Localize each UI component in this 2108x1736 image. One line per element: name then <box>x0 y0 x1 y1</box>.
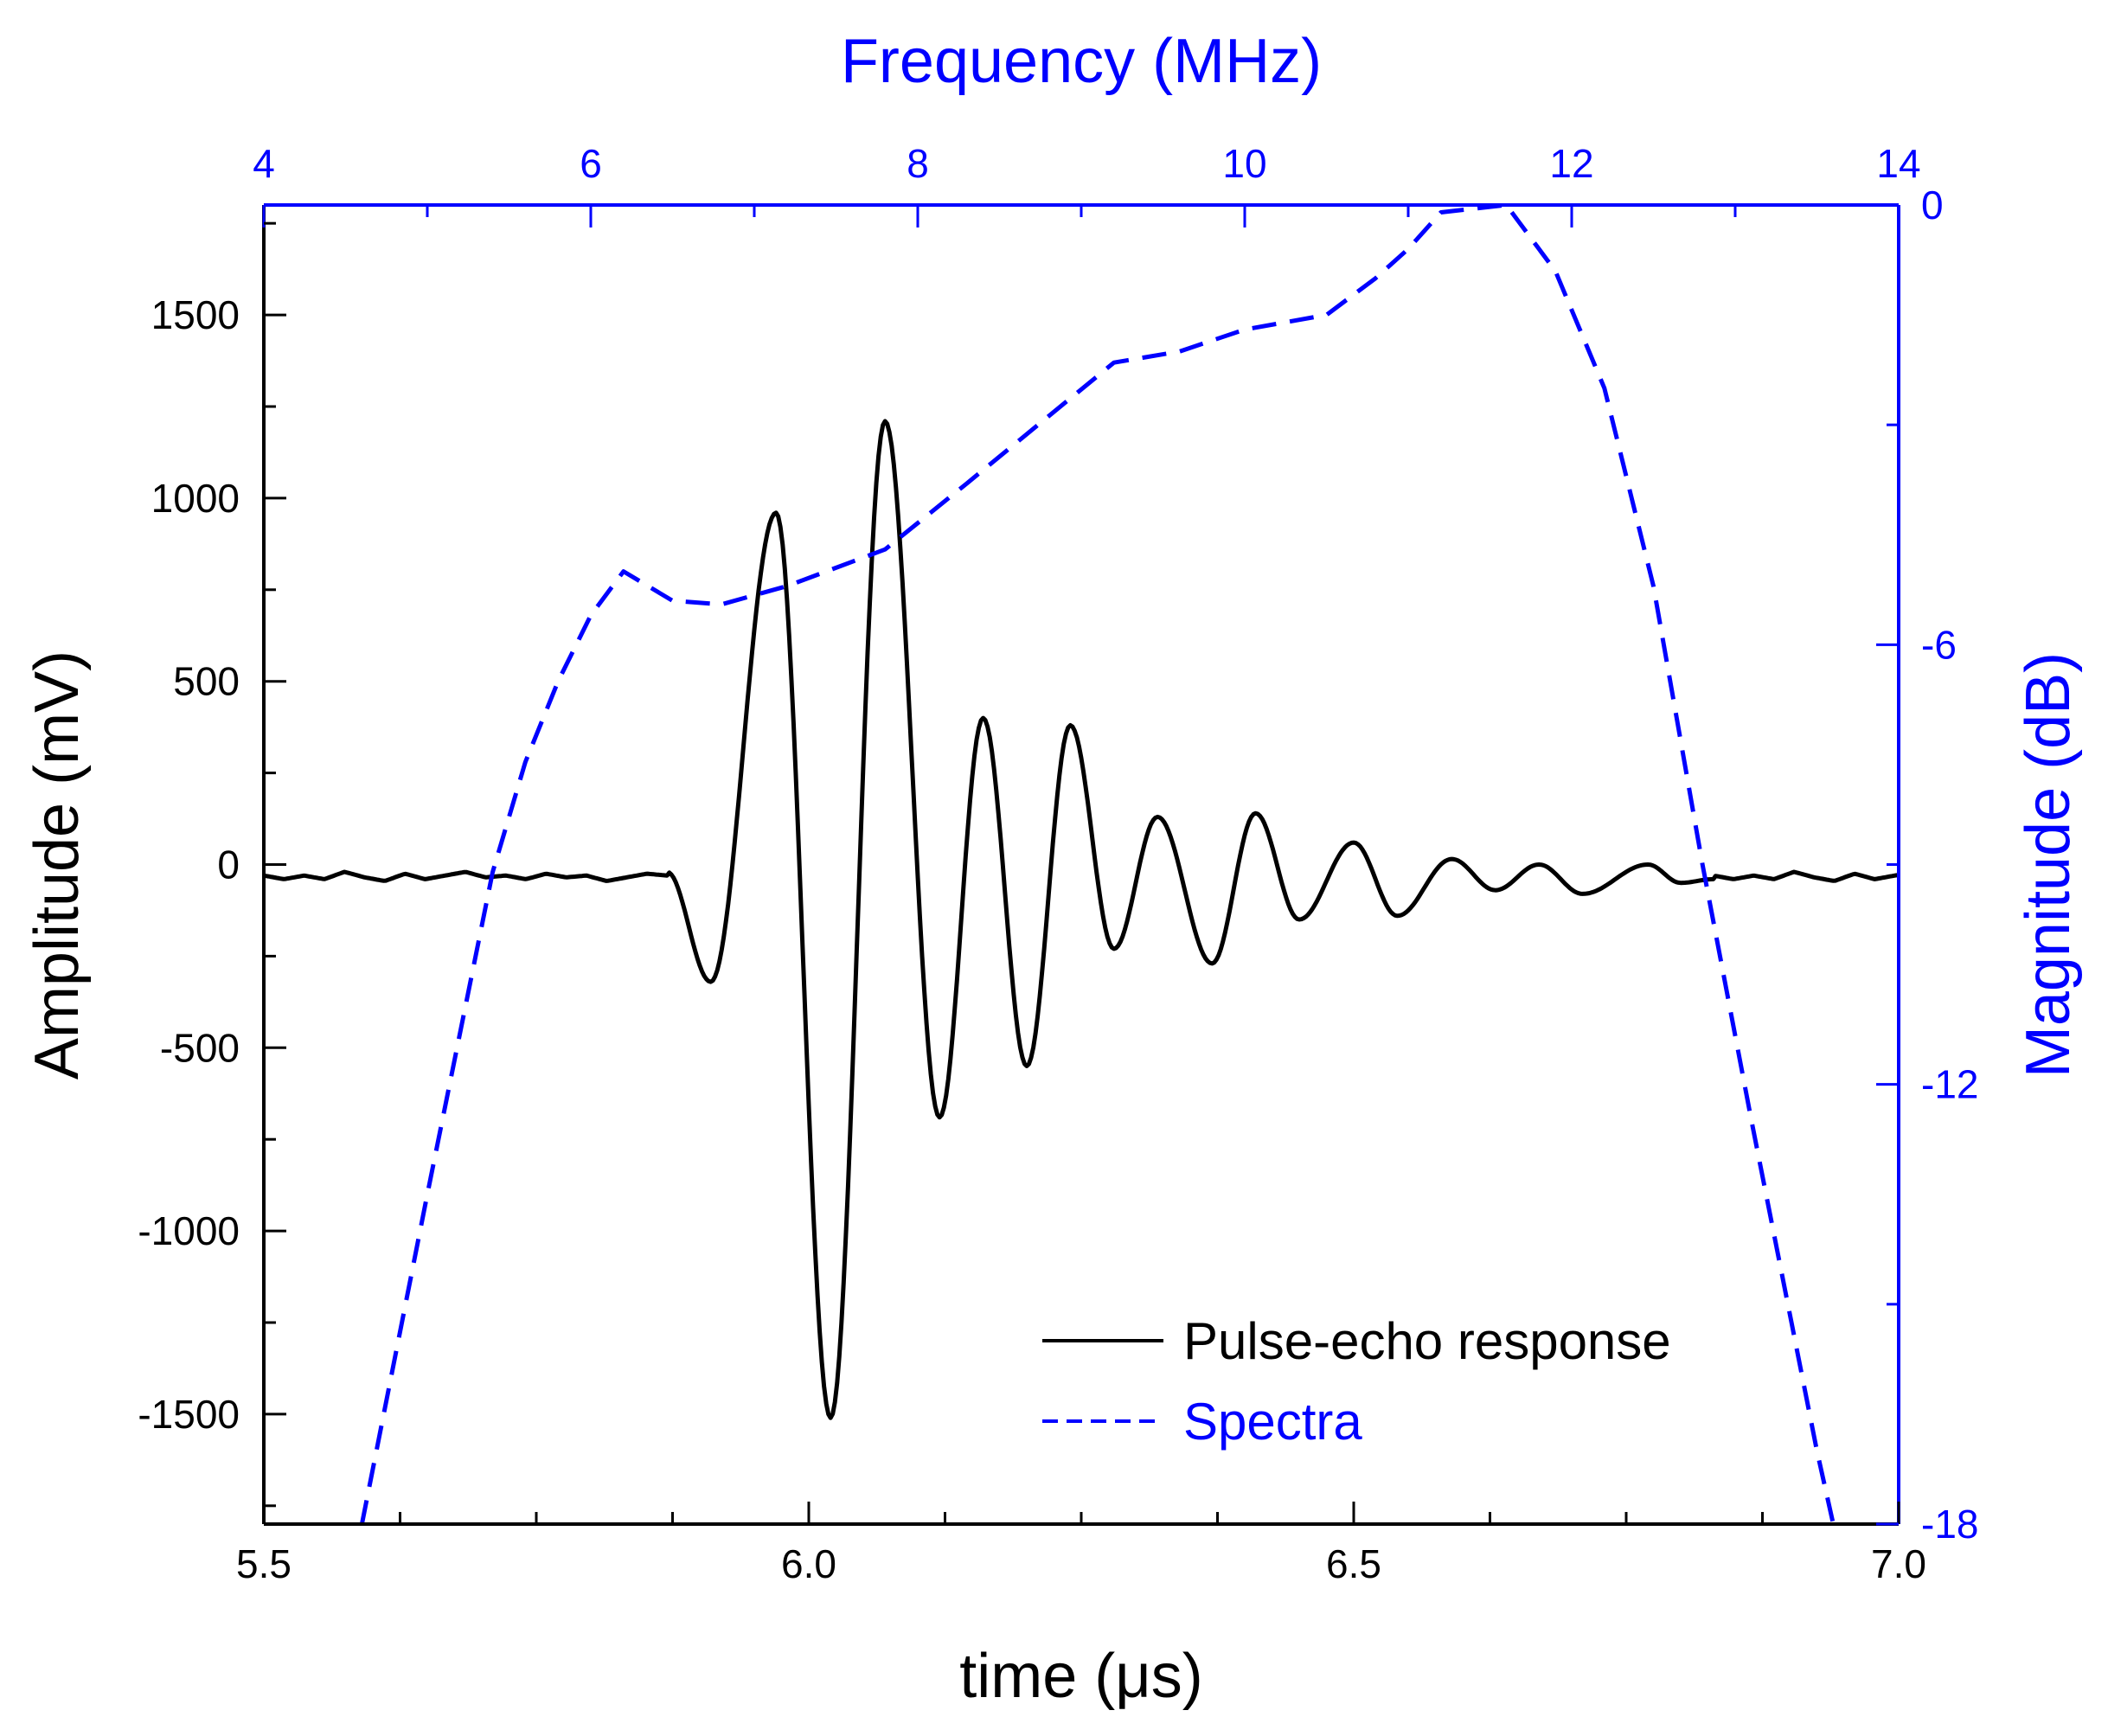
top-tick-label: 14 <box>1876 141 1920 186</box>
right-tick-label: -6 <box>1921 622 1957 667</box>
right-tick-label: 0 <box>1921 183 1944 227</box>
y-tick-label: -1000 <box>138 1208 240 1253</box>
x-tick-label: 7.0 <box>1871 1541 1926 1586</box>
legend-label-pulse: Pulse-echo response <box>1183 1312 1671 1370</box>
legend: Pulse-echo response Spectra <box>1042 1312 1671 1451</box>
right-tick-label: -12 <box>1921 1062 1978 1107</box>
x-tick-label: 6.0 <box>781 1541 836 1586</box>
plot-background <box>264 205 1899 1524</box>
top-tick-label: 6 <box>580 141 602 186</box>
y-tick-label: -500 <box>160 1025 240 1070</box>
y-tick-label: 500 <box>173 659 240 704</box>
y-tick-label: 0 <box>217 842 240 887</box>
top-tick-label: 8 <box>907 141 929 186</box>
series-layer <box>263 202 1900 1525</box>
right-tick-label: -18 <box>1921 1502 1978 1547</box>
y-axis-title: Amplitude (mV) <box>22 650 92 1079</box>
x-tick-label: 5.5 <box>236 1541 292 1586</box>
y-tick-label: 1000 <box>151 476 240 521</box>
axes-layer: 5.5 6.0 6.5 7.0 4 6 8 10 12 14 1500 1000 500 0 -500 -10… <box>138 141 1978 1586</box>
y-tick-label: 1500 <box>151 292 240 337</box>
top-tick-label: 10 <box>1222 141 1266 186</box>
spectra-line <box>359 202 1836 1525</box>
top-tick-label: 4 <box>253 141 275 186</box>
x-axis-title: time (μs) <box>959 1642 1202 1711</box>
top-axis-title: Frequency (MHz) <box>841 27 1322 96</box>
legend-label-spectra: Spectra <box>1183 1393 1362 1451</box>
y-tick-label: -1500 <box>138 1392 240 1437</box>
plot-area <box>263 202 1900 1525</box>
top-tick-label: 12 <box>1549 141 1593 186</box>
right-axis-title: Magnitude (dB) <box>2014 652 2083 1078</box>
x-tick-label: 6.5 <box>1326 1541 1381 1586</box>
pulse-echo-line <box>263 419 1900 1420</box>
